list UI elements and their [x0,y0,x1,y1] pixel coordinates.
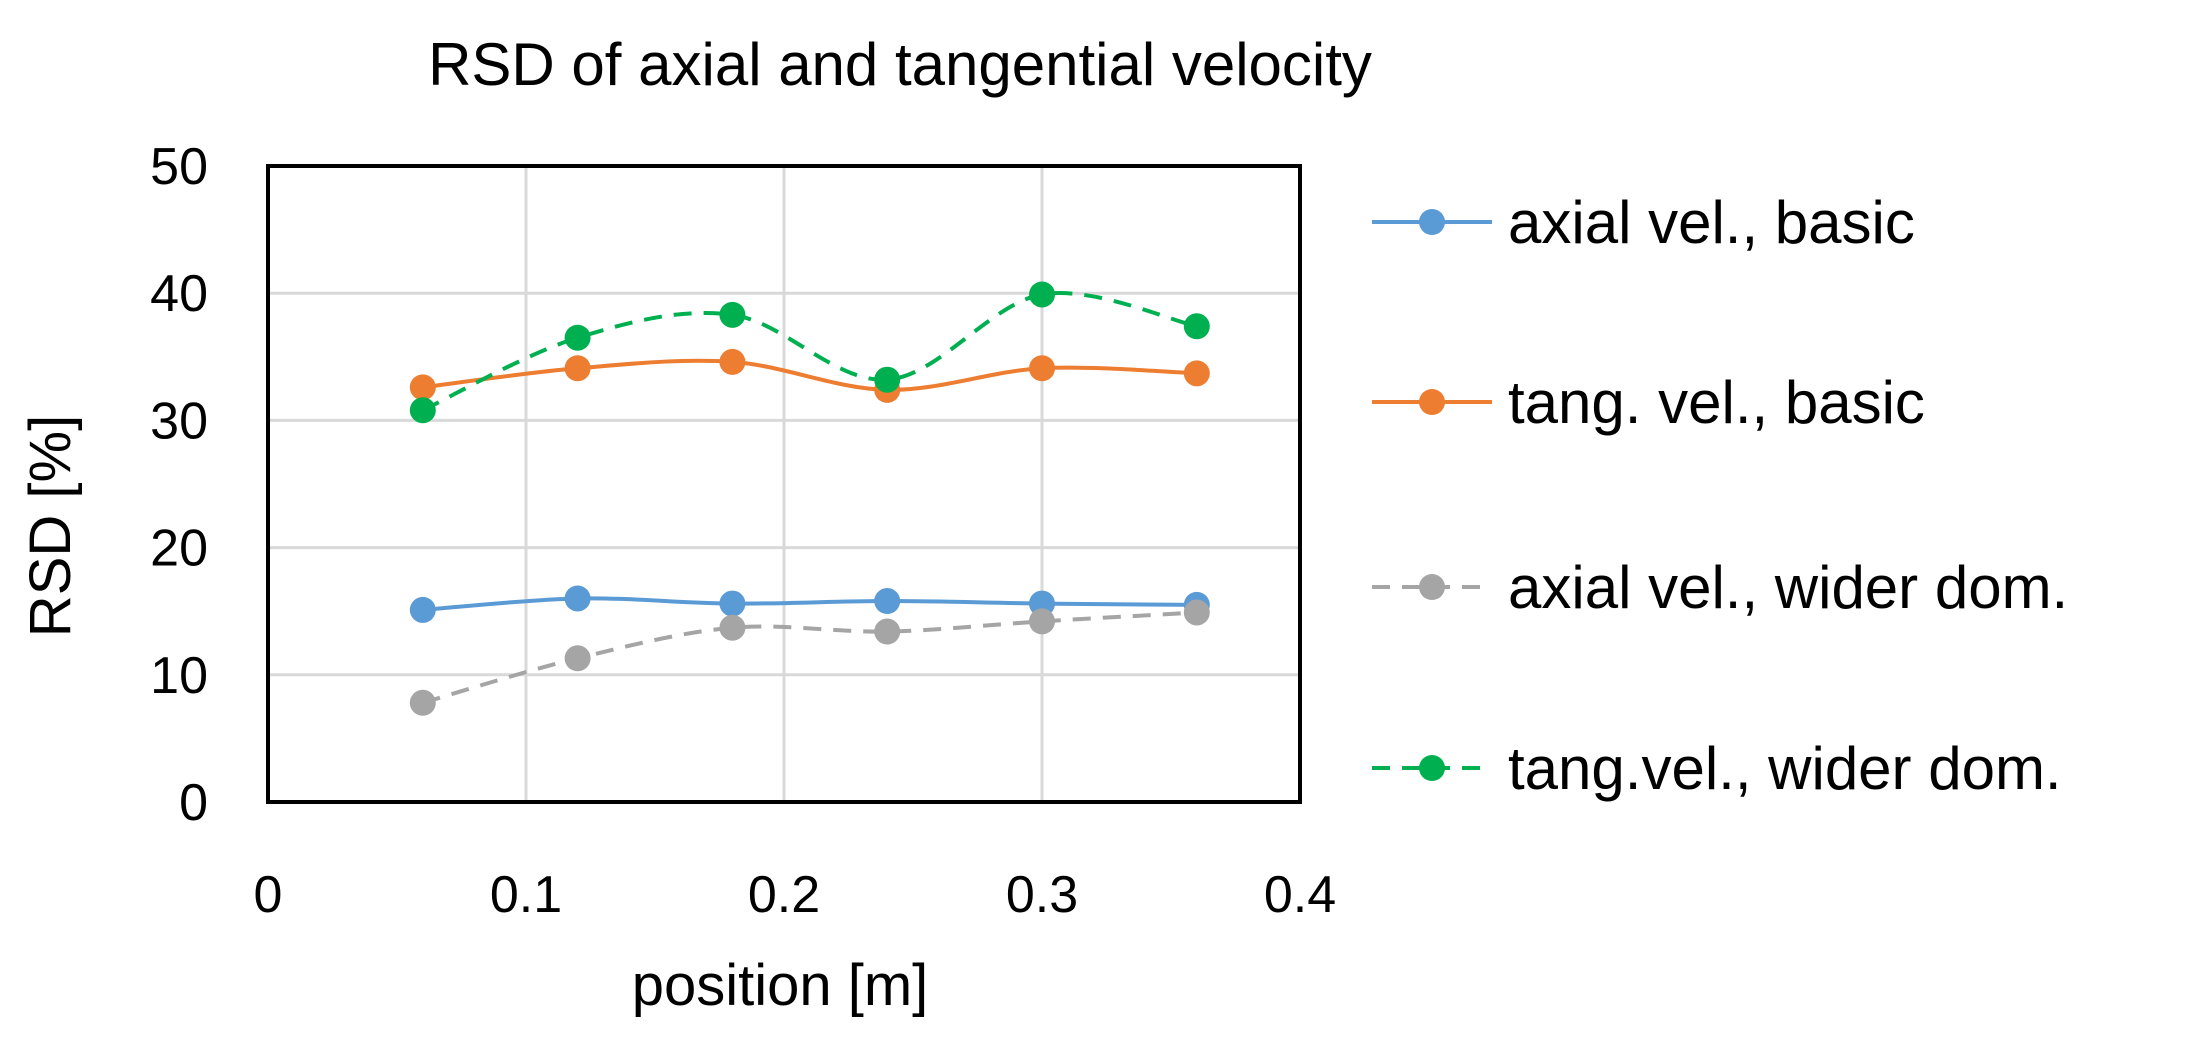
x-tick-label: 0.4 [1264,866,1336,924]
data-point [564,324,591,351]
x-tick-label: 0.2 [748,866,820,924]
data-point [719,614,746,641]
plot-frame [266,164,1302,804]
series-line [422,596,1197,612]
series-line [421,291,1198,413]
y-tick-label: 40 [150,265,208,323]
data-point [1029,608,1055,635]
series-group [409,281,1210,716]
y-tick-label: 20 [150,520,208,578]
data-point [1029,281,1055,308]
legend-label: axial vel., wider dom. [1508,554,2068,621]
data-point [719,301,746,328]
data-point [564,355,591,382]
x-tick-label: 0 [254,866,283,924]
legend-marker [1419,209,1445,235]
data-point [874,588,901,615]
legend-item: axial vel., basic [1372,189,1915,256]
data-point [1029,590,1055,617]
legend-item: axial vel., wider dom. [1372,554,2068,621]
series-4 [409,281,1210,424]
y-tick-label: 50 [150,138,208,196]
chart-title: RSD of axial and tangential velocity [428,31,1372,98]
data-point [409,689,436,716]
legend-label: axial vel., basic [1508,189,1915,256]
data-point [1183,313,1210,340]
x-axis-ticks: 0 0.1 0.2 0.3 0.4 [254,866,1337,924]
data-point [564,585,591,612]
y-tick-label: 30 [150,392,208,450]
y-tick-label: 0 [179,774,208,832]
data-point [1183,360,1210,387]
y-axis-ticks: 0 10 20 30 40 50 [150,138,208,832]
data-point [1029,355,1055,382]
legend-item: tang. vel., basic [1372,369,1925,436]
y-axis-label: RSD [%] [18,415,83,637]
series-3 [409,599,1210,716]
data-point [874,618,901,645]
series-line [422,610,1197,705]
data-point [1183,599,1210,626]
x-tick-label: 0.3 [1006,866,1078,924]
y-tick-label: 10 [150,647,208,705]
data-point [564,645,591,672]
legend: axial vel., basic tang. vel., basic axial … [1372,189,2068,802]
legend-label: tang. vel., basic [1508,369,1925,436]
series-line [422,358,1197,392]
series-2 [409,348,1210,403]
data-point [409,596,436,623]
x-axis-label: position [m] [632,953,929,1018]
data-point [874,366,901,393]
data-point [409,397,436,424]
data-point [409,374,436,401]
data-point [719,348,746,375]
legend-marker [1419,389,1445,415]
legend-marker [1419,755,1445,781]
x-tick-label: 0.1 [490,866,562,924]
data-point [719,590,746,617]
legend-item: tang.vel., wider dom. [1372,735,2062,802]
legend-label: tang.vel., wider dom. [1508,735,2062,802]
legend-marker [1419,574,1445,600]
